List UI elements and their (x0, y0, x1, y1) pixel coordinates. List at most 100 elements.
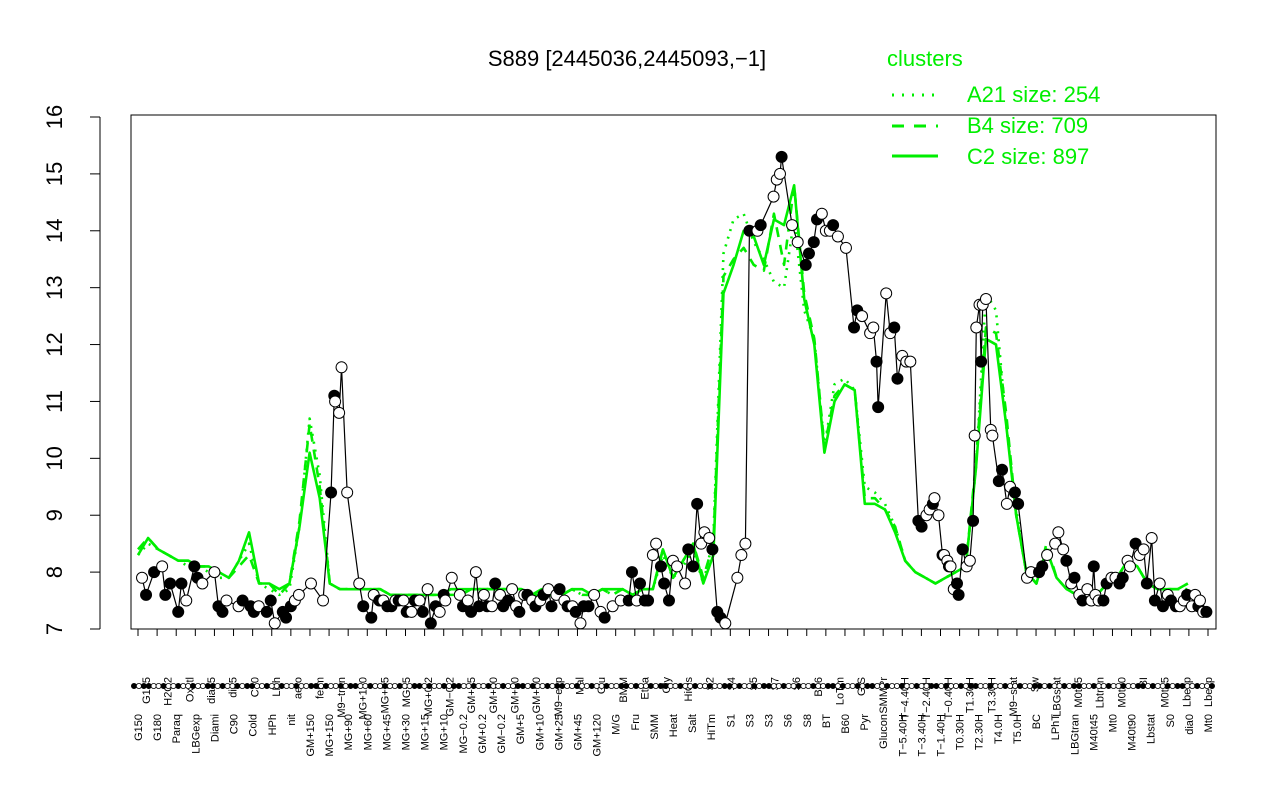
data-point-filled (172, 605, 185, 618)
sample-rug-marker (1021, 683, 1028, 690)
data-point-filled (662, 594, 675, 607)
x-tick-label: Lbstat (1146, 714, 1158, 744)
data-point-filled (264, 594, 277, 607)
data-point-open (588, 588, 601, 601)
x-tick-label: Glucon (878, 714, 890, 749)
sample-rug-marker (1026, 683, 1033, 690)
x-tick-label: Oxctl (184, 677, 196, 702)
x-tick-label: MG+15 (420, 714, 432, 750)
data-point-open (353, 577, 366, 590)
x-tick-label: BMM (618, 677, 630, 703)
x-tick-label: Heat (668, 714, 680, 737)
x-tick-label: S3 (744, 714, 756, 727)
x-tick-label: Lbexp (1181, 677, 1193, 707)
sample-rug-marker (834, 683, 841, 690)
sample-rug-marker (741, 683, 748, 690)
sample-rug-marker (1007, 683, 1014, 690)
x-tick-label: T3.30H (986, 677, 998, 713)
x-tick-label: GM+60 (509, 677, 521, 713)
sample-rug-marker (1169, 683, 1176, 690)
data-point-filled (357, 600, 370, 613)
data-point-open (650, 537, 663, 550)
sample-rug-marker (1110, 683, 1117, 690)
x-tick-label: SMMPr (878, 677, 890, 714)
data-point-filled (642, 594, 655, 607)
data-point-filled (1156, 600, 1169, 613)
x-tick-label: Paraq (171, 714, 183, 743)
data-point-filled (891, 372, 904, 385)
sample-rug-marker (386, 683, 393, 690)
sample-rug-marker (510, 683, 517, 690)
x-tick-label: Salt (687, 714, 699, 733)
sample-rug-marker (706, 683, 713, 690)
x-tick-label: dia15 (206, 677, 218, 704)
sample-rug-marker (997, 683, 1004, 690)
data-point-open (831, 230, 844, 243)
sample-rug-marker (524, 683, 531, 690)
x-axis: G150 G180 Paraq LBGexp Diami C90 Cold HPh nit GM+… (130, 629, 1216, 757)
sample-rug-marker (977, 683, 984, 690)
y-tick-label: 14 (42, 219, 67, 243)
sample-rug-marker (382, 683, 389, 690)
data-point-filled (553, 583, 566, 596)
data-point-open (1193, 594, 1206, 607)
data-point-filled (1200, 605, 1213, 618)
x-tick-label: GM+25 (553, 714, 565, 750)
x-tick-label: MG+90 (343, 714, 355, 750)
x-tick-label: LBGstat (1051, 677, 1063, 717)
data-point-open (979, 293, 992, 306)
sample-rug-marker (1071, 683, 1078, 690)
data-point-filled (236, 594, 249, 607)
sample-rug-marker (303, 683, 310, 690)
chart-title: S889 [2445036,2445093,−1] (488, 46, 766, 71)
sample-rug-marker (249, 683, 256, 690)
sample-rug-marker (938, 683, 945, 690)
sample-rug-marker (987, 683, 994, 690)
sample-rug-marker (775, 683, 782, 690)
sample-rug-marker (485, 683, 492, 690)
sample-rug-marker (810, 683, 817, 690)
sample-rug-marker (672, 683, 679, 690)
data-point-open (397, 594, 410, 607)
sample-rug-marker (923, 683, 930, 690)
sample-rug-marker (460, 683, 467, 690)
data-point-open (932, 509, 945, 522)
data-point-filled (1068, 571, 1081, 584)
sample-rug-marker (859, 683, 866, 690)
data-point-open (413, 594, 426, 607)
sample-rug-marker (234, 683, 241, 690)
sample-rug-marker (416, 683, 423, 690)
sample-rug-marker (638, 683, 645, 690)
sample-rug-marker (529, 683, 536, 690)
sample-rug-marker (785, 683, 792, 690)
x-tick-label: LoTm (835, 677, 847, 705)
data-point-open (1000, 497, 1013, 510)
sample-rug-marker (1031, 683, 1038, 690)
x-tick-label: GM+15 (466, 677, 478, 713)
data-point-filled (1060, 554, 1073, 567)
sample-rug-marker (495, 683, 502, 690)
data-point-open (963, 554, 976, 567)
sample-rug-marker (135, 683, 142, 690)
sample-rug-marker (898, 683, 905, 690)
data-point-open (986, 429, 999, 442)
sample-rug-marker (347, 683, 354, 690)
data-point-open (136, 571, 149, 584)
x-tick-label: T0.30H (955, 714, 967, 750)
sample-rug-marker (1076, 683, 1083, 690)
x-tick-label: S0 (1165, 714, 1177, 727)
y-axis: 7 8 9 10 11 12 13 14 15 16 (42, 105, 101, 635)
x-tick-label: GM+0.2 (477, 714, 489, 753)
sample-rug-marker (588, 683, 595, 690)
data-point-filled (691, 497, 704, 510)
sample-rug-marker (815, 683, 822, 690)
sample-rug-marker (313, 683, 320, 690)
sample-rug-marker (421, 683, 428, 690)
sample-rug-marker (761, 683, 768, 690)
sample-rug-marker (465, 683, 472, 690)
sample-rug-marker (441, 683, 448, 690)
x-tick-label: S6 (783, 714, 795, 727)
sample-rug-marker (450, 683, 457, 690)
legend-label-c2: C2 size: 897 (967, 144, 1089, 169)
data-point-filled (598, 611, 611, 624)
